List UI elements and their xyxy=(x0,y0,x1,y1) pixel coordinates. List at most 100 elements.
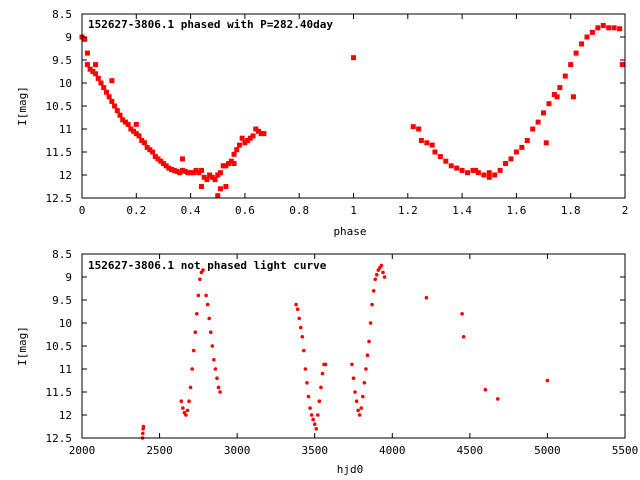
data-point xyxy=(190,367,194,371)
data-point xyxy=(323,362,328,367)
x-tick-label: 2 xyxy=(622,204,629,217)
data-point xyxy=(589,29,595,35)
data-point xyxy=(492,172,498,178)
x-tick-label: 0.8 xyxy=(289,204,309,217)
x-tick-label: 3500 xyxy=(301,444,328,457)
data-point xyxy=(125,121,131,127)
data-point xyxy=(231,151,237,157)
data-point xyxy=(207,172,213,178)
data-point xyxy=(314,427,319,431)
data-point xyxy=(443,158,449,164)
data-point xyxy=(312,422,317,427)
plot-frame xyxy=(81,253,626,439)
data-point xyxy=(454,165,460,171)
plot-frame xyxy=(81,13,626,199)
y-tick-label: 10.5 xyxy=(46,100,73,113)
data-point xyxy=(223,184,229,189)
data-point xyxy=(486,170,492,176)
data-point xyxy=(361,394,365,399)
data-point xyxy=(424,140,430,146)
data-point xyxy=(193,167,199,173)
data-point xyxy=(424,295,429,300)
x-tick-label: 1 xyxy=(350,204,357,217)
data-point xyxy=(319,385,323,390)
data-point xyxy=(196,170,202,176)
data-point xyxy=(551,92,557,97)
data-point xyxy=(253,126,259,132)
data-point xyxy=(475,170,481,176)
data-point xyxy=(201,174,207,180)
data-point xyxy=(163,163,169,169)
data-point xyxy=(495,397,500,401)
data-point xyxy=(226,161,232,166)
data-point xyxy=(144,144,150,150)
data-point xyxy=(179,167,185,173)
data-point xyxy=(379,263,384,268)
data-point xyxy=(351,55,356,61)
data-point xyxy=(210,344,215,348)
x-tick-label: 1.4 xyxy=(452,204,472,217)
data-point xyxy=(114,108,120,114)
data-point xyxy=(215,172,221,178)
data-point xyxy=(568,62,574,68)
x-tick-label: 1.8 xyxy=(561,204,581,217)
data-point xyxy=(217,186,223,192)
data-point xyxy=(546,101,552,107)
x-tick-label: 3000 xyxy=(224,444,251,457)
data-point xyxy=(381,270,385,275)
data-point xyxy=(141,431,145,436)
data-point xyxy=(562,73,568,79)
data-point xyxy=(150,149,156,155)
data-point xyxy=(619,62,625,68)
data-point xyxy=(93,71,99,77)
x-tick-label: 2500 xyxy=(146,444,173,457)
data-point xyxy=(503,161,509,166)
data-point xyxy=(298,325,303,330)
data-point xyxy=(190,170,196,176)
y-tick-label: 9 xyxy=(65,31,72,44)
data-point xyxy=(117,112,123,118)
data-point xyxy=(317,399,322,404)
y-tick-label: 8.5 xyxy=(52,248,72,261)
data-point xyxy=(554,94,560,100)
data-point xyxy=(166,165,172,171)
data-point xyxy=(209,174,215,180)
data-point xyxy=(184,413,188,417)
data-point xyxy=(103,89,109,95)
data-point xyxy=(460,312,464,316)
data-point xyxy=(508,156,514,162)
data-point xyxy=(261,131,267,137)
data-point xyxy=(101,85,107,91)
data-point xyxy=(179,156,185,162)
data-point xyxy=(461,335,466,339)
data-point xyxy=(311,417,315,422)
data-point xyxy=(191,348,196,353)
data-point xyxy=(188,385,193,390)
data-point xyxy=(106,94,112,100)
data-point xyxy=(351,376,356,381)
data-point xyxy=(84,50,90,56)
data-point xyxy=(600,23,606,28)
x-axis-label: hjd0 xyxy=(337,463,364,476)
data-point xyxy=(359,406,364,410)
data-point xyxy=(573,50,579,56)
data-point xyxy=(234,147,240,153)
data-point xyxy=(295,307,300,312)
data-point xyxy=(181,406,185,410)
data-point xyxy=(617,26,623,32)
data-point xyxy=(158,158,164,164)
data-point xyxy=(294,302,298,307)
y-axis-label: I[mag] xyxy=(16,326,29,366)
data-point xyxy=(133,121,139,127)
x-tick-label: 1.2 xyxy=(398,204,418,217)
unphased-light-curve-plot: 2000 2500 3000 3500 4000 4500 5000 5500 8.5 9 9.5 1… xyxy=(16,248,638,476)
y-tick-label: 12 xyxy=(59,409,72,422)
data-point xyxy=(297,316,302,321)
data-point xyxy=(481,172,487,178)
data-point xyxy=(584,34,590,40)
data-point xyxy=(357,413,362,417)
data-point xyxy=(309,413,314,417)
y-axis-label: I[mag] xyxy=(16,86,29,126)
data-point xyxy=(205,302,210,307)
